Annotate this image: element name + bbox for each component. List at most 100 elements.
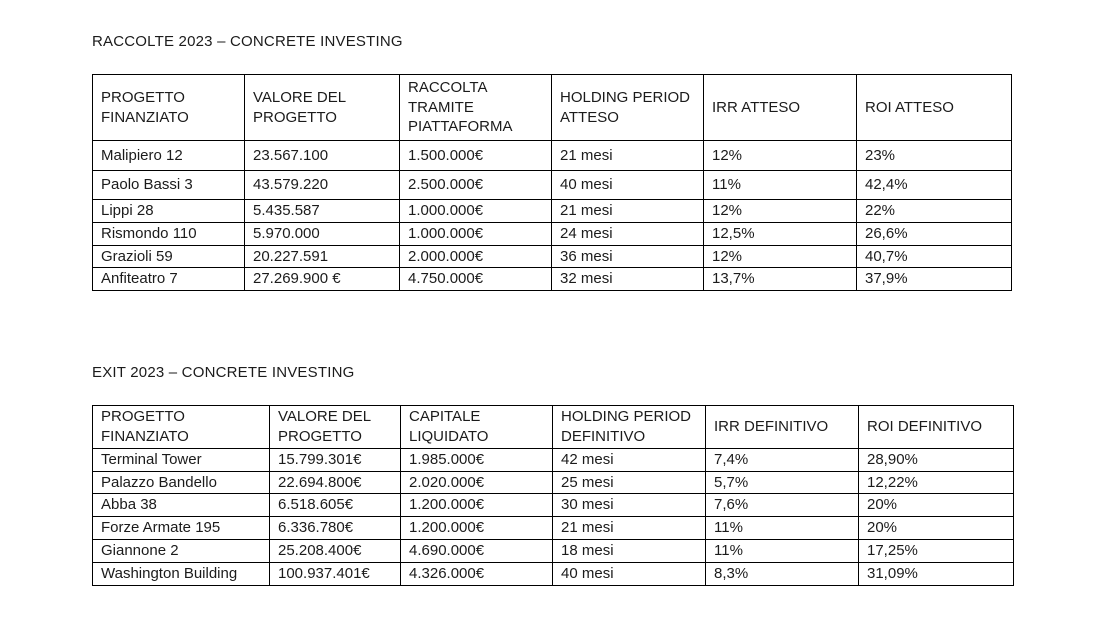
table-cell: Malipiero 12 (92, 140, 245, 171)
table-cell: 1.985.000€ (400, 447, 553, 472)
table-cell: 8,3% (705, 561, 859, 586)
table-cell: 5.435.587 (244, 199, 400, 223)
table-cell: Anfiteatro 7 (92, 267, 245, 292)
table-cell: 40 mesi (551, 170, 704, 200)
table-cell: 18 mesi (552, 538, 706, 563)
header-cell: HOLDING PERIOD DEFINITIVO (552, 405, 706, 449)
table-cell: 28,90% (858, 447, 1014, 472)
header-cell: CAPITALE LIQUIDATO (400, 405, 553, 449)
header-cell: RACCOLTA TRAMITE PIATTAFORMA (399, 74, 552, 141)
table-cell: 4.690.000€ (400, 538, 553, 563)
table-cell: 42,4% (856, 170, 1012, 200)
table-cell: 13,7% (703, 267, 857, 292)
table-row: Rismondo 110 5.970.000 1.000.000€ 24 mesi 12… (92, 221, 1012, 246)
table-cell: 22.694.800€ (269, 470, 401, 495)
table-cell: 4.326.000€ (400, 561, 553, 586)
table-row: Grazioli 59 20.227.591 2.000.000€ 36 mesi 12… (92, 244, 1012, 269)
table-cell: 2.500.000€ (399, 170, 552, 200)
table-cell: 23.567.100 (244, 140, 400, 171)
table-row: Paolo Bassi 3 43.579.220 2.500.000€ 40 mesi… (92, 170, 1012, 200)
table-cell: 1.500.000€ (399, 140, 552, 171)
table-cell: Lippi 28 (92, 199, 245, 223)
exit-title: EXIT 2023 – CONCRETE INVESTING (92, 364, 355, 382)
table-cell: Grazioli 59 (92, 244, 245, 269)
table-cell: 4.750.000€ (399, 267, 552, 292)
table-cell: 1.000.000€ (399, 221, 552, 246)
table-cell: 42 mesi (552, 447, 706, 472)
table-row: Terminal Tower 15.799.301€ 1.985.000€ 42 me… (92, 447, 1014, 472)
table-cell: Terminal Tower (92, 447, 270, 472)
table-cell: Paolo Bassi 3 (92, 170, 245, 200)
exit-section: EXIT 2023 – CONCRETE INVESTING PROGETTO … (92, 364, 1104, 586)
table-cell: 24 mesi (551, 221, 704, 246)
table-row: Washington Building 100.937.401€ 4.326.000… (92, 561, 1014, 586)
table-cell: 5,7% (705, 470, 859, 495)
table-cell: 12% (703, 244, 857, 269)
table-cell: 23% (856, 140, 1012, 171)
table-cell: 1.200.000€ (400, 516, 553, 540)
header-cell: PROGETTO FINANZIATO (92, 405, 270, 449)
table-row: Palazzo Bandello 22.694.800€ 2.020.000€ 25 … (92, 470, 1014, 495)
header-cell: ROI ATTESO (856, 74, 1012, 141)
table-cell: 7,6% (705, 493, 859, 518)
table-row: Abba 38 6.518.605€ 1.200.000€ 30 mesi 7,6% 20… (92, 493, 1014, 518)
table-cell: 37,9% (856, 267, 1012, 292)
raccolte-table: PROGETTO FINANZIATO VALORE DEL PROGETTO RA… (92, 74, 1012, 292)
header-cell: IRR ATTESO (703, 74, 857, 141)
exit-header-row: PROGETTO FINANZIATO VALORE DEL PROGETTO CA… (92, 405, 1014, 449)
table-cell: 1.200.000€ (400, 493, 553, 518)
table-cell: 20.227.591 (244, 244, 400, 269)
table-cell: Abba 38 (92, 493, 270, 518)
table-cell: Washington Building (92, 561, 270, 586)
table-row: Lippi 28 5.435.587 1.000.000€ 21 mesi 12% 22% (92, 199, 1012, 223)
table-cell: 6.518.605€ (269, 493, 401, 518)
table-cell: 36 mesi (551, 244, 704, 269)
header-cell: VALORE DEL PROGETTO (269, 405, 401, 449)
table-row: Anfiteatro 7 27.269.900 €4.750.000€ 32 mes… (92, 267, 1012, 292)
table-cell: Giannone 2 (92, 538, 270, 563)
table-row: Malipiero 12 23.567.100 1.500.000€ 21 mesi 1… (92, 140, 1012, 171)
table-row: Giannone 2 25.208.400€ 4.690.000€ 18 mesi 11… (92, 538, 1014, 563)
table-cell: 12,5% (703, 221, 857, 246)
table-cell: 1.000.000€ (399, 199, 552, 223)
table-cell: 21 mesi (551, 140, 704, 171)
table-cell: 20% (858, 493, 1014, 518)
table-cell: 25 mesi (552, 470, 706, 495)
table-cell: 20% (858, 516, 1014, 540)
header-cell: IRR DEFINITIVO (705, 405, 859, 449)
header-cell: ROI DEFINITIVO (858, 405, 1014, 449)
table-cell: 21 mesi (552, 516, 706, 540)
table-cell: 100.937.401€ (269, 561, 401, 586)
table-cell: 12% (703, 140, 857, 171)
table-cell: 30 mesi (552, 493, 706, 518)
table-cell: Forze Armate 195 (92, 516, 270, 540)
table-cell: 11% (705, 538, 859, 563)
table-cell: 27.269.900 € (244, 267, 400, 292)
table-cell: 2.020.000€ (400, 470, 553, 495)
table-cell: 11% (703, 170, 857, 200)
table-cell: Rismondo 110 (92, 221, 245, 246)
table-cell: 26,6% (856, 221, 1012, 246)
header-cell: PROGETTO FINANZIATO (92, 74, 245, 141)
exit-table: PROGETTO FINANZIATO VALORE DEL PROGETTO CA… (92, 405, 1014, 586)
table-cell: 11% (705, 516, 859, 540)
raccolte-header-row: PROGETTO FINANZIATO VALORE DEL PROGETTO RA… (92, 74, 1012, 141)
table-cell: 12,22% (858, 470, 1014, 495)
raccolte-section: RACCOLTE 2023 – CONCRETE INVESTING PROGE… (92, 33, 1104, 292)
table-cell: Palazzo Bandello (92, 470, 270, 495)
table-cell: 15.799.301€ (269, 447, 401, 472)
raccolte-title: RACCOLTE 2023 – CONCRETE INVESTING (92, 33, 403, 50)
table-cell: 2.000.000€ (399, 244, 552, 269)
table-cell: 40,7% (856, 244, 1012, 269)
table-row: Forze Armate 195 6.336.780€ 1.200.000€ 21 m… (92, 516, 1014, 540)
table-cell: 5.970.000 (244, 221, 400, 246)
table-cell: 12% (703, 199, 857, 223)
table-cell: 32 mesi (551, 267, 704, 292)
table-cell: 43.579.220 (244, 170, 400, 200)
table-cell: 22% (856, 199, 1012, 223)
table-cell: 6.336.780€ (269, 516, 401, 540)
table-cell: 7,4% (705, 447, 859, 472)
header-cell: HOLDING PERIOD ATTESO (551, 74, 704, 141)
table-cell: 31,09% (858, 561, 1014, 586)
